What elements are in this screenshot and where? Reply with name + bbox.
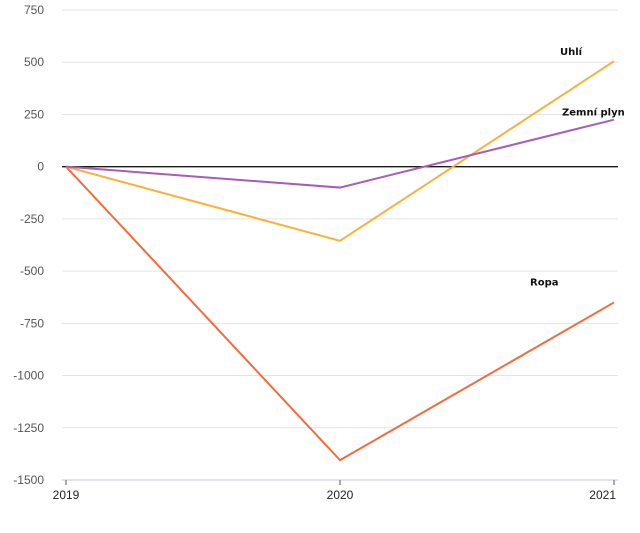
- x-tick-label: 2020: [327, 488, 354, 502]
- y-tick-label: -250: [20, 212, 44, 226]
- y-tick-label: 0: [37, 160, 44, 174]
- series-lines: [65, 60, 615, 462]
- x-tick-label: 2021: [589, 488, 616, 502]
- y-tick-label: 750: [24, 3, 44, 17]
- x-tick-label: 2019: [53, 488, 80, 502]
- series-label: Zemní plyn: [562, 107, 625, 119]
- x-axis: 2019 2020 2021: [53, 479, 618, 502]
- series-labels: Uhlí Zemní plyn Ropa: [530, 46, 625, 288]
- series-line: [65, 60, 615, 242]
- y-tick-label: -500: [20, 264, 44, 278]
- series-line: [65, 165, 615, 462]
- y-tick-label: 250: [24, 107, 44, 121]
- y-tick-label: -1500: [13, 473, 44, 487]
- y-tick-label: -1250: [13, 421, 44, 435]
- y-tick-label: -750: [20, 316, 44, 330]
- series-line: [65, 118, 615, 189]
- y-axis-ticks: 750 500 250 0 -250 -500 -750 -1000 -1250 -1500: [13, 3, 44, 487]
- grid-lines: [62, 9, 618, 481]
- series-label: Uhlí: [560, 46, 583, 58]
- y-tick-label: -1000: [13, 369, 44, 383]
- series-label: Ropa: [530, 277, 558, 288]
- y-tick-label: 500: [24, 55, 44, 69]
